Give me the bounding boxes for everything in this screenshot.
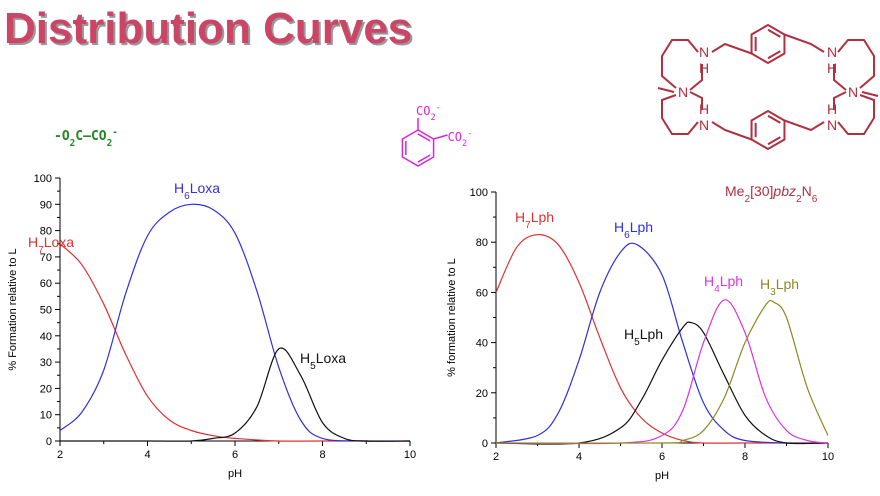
series-label-H5Lph: H5Lph <box>624 326 663 348</box>
bond <box>433 134 448 140</box>
amine-h-label: H <box>699 101 709 117</box>
amine-h-label: H <box>827 101 837 117</box>
benzene-ring <box>401 129 435 167</box>
bond <box>784 33 825 53</box>
amine-h-label: H <box>827 60 837 76</box>
carboxylate-label: CO2- <box>448 129 473 149</box>
x-tick-label: 8 <box>742 451 748 463</box>
carboxylate-label: CO2- <box>416 103 441 123</box>
double-bond <box>767 50 781 60</box>
y-tick-label: 0 <box>482 438 488 450</box>
x-tick-label: 8 <box>319 449 325 461</box>
series-label-H6Loxa: H6Loxa <box>174 180 220 202</box>
series-line-H7Loxa <box>59 243 410 442</box>
x-axis-label: pH <box>228 468 242 480</box>
chart-phthalate: 0 20 40 60 80 100 2 4 6 8 10 pH % formation relative… <box>446 187 834 482</box>
y-tick-label: 50 <box>40 305 52 317</box>
amine-n-label: N <box>699 117 709 133</box>
amine-n-label: N <box>699 44 709 60</box>
x-tick-label: 2 <box>493 451 499 463</box>
tertiary-n-label: N <box>848 84 858 100</box>
bond <box>661 94 699 135</box>
y-tick-label: 60 <box>40 278 52 290</box>
y-tick-label: 30 <box>40 357 52 369</box>
x-tick-label: 10 <box>404 449 416 461</box>
x-tick-label: 2 <box>57 449 63 461</box>
double-bond <box>767 114 781 124</box>
y-axis-label: % Formation relative to L <box>7 248 19 370</box>
x-tick-label: 10 <box>822 451 834 463</box>
series-line-H5Loxa <box>60 347 411 442</box>
series-label-H5Loxa: H5Loxa <box>300 350 346 372</box>
y-tick-label: 80 <box>40 226 52 238</box>
series-label-H3Lph: H3Lph <box>760 276 799 298</box>
amine-h-label: H <box>699 60 709 76</box>
double-bond <box>417 154 431 163</box>
bond <box>689 91 703 110</box>
series-line-H5Lph <box>495 321 829 445</box>
phthalate-structure: CO2- CO2- <box>401 103 473 167</box>
x-tick-label: 4 <box>144 449 150 461</box>
y-tick-label: 70 <box>40 252 52 264</box>
methyl-bond <box>657 87 675 93</box>
y-tick-label: 80 <box>476 237 488 249</box>
y-tick-label: 20 <box>40 383 52 395</box>
y-tick-label: 40 <box>476 338 488 350</box>
bond <box>711 42 752 55</box>
y-tick-label: 60 <box>476 287 488 299</box>
y-axis-label: % formation relative to L <box>446 258 458 377</box>
double-bond <box>417 133 431 142</box>
y-tick-label: 100 <box>34 173 52 185</box>
x-axis-label: pH <box>655 470 669 482</box>
chart-oxalate: 0 10 20 30 40 50 60 70 80 90 100 2 4 6 8 10 pH % Formatio… <box>7 173 416 480</box>
series-line-H6Lph <box>495 242 829 444</box>
amine-n-label: N <box>827 44 837 60</box>
oxalate-formula: -O2C—CO2- <box>54 127 118 149</box>
y-tick-label: 0 <box>46 436 52 448</box>
tertiary-n-label: N <box>678 84 688 100</box>
bond <box>711 121 752 141</box>
bond <box>661 39 699 89</box>
bond <box>837 94 875 135</box>
macrocycle-name: Me2[30]pbz2N6 <box>725 183 818 205</box>
series-line-H3Lph <box>495 299 829 444</box>
x-tick-label: 6 <box>232 449 238 461</box>
y-tick-label: 20 <box>476 388 488 400</box>
series-line-H4Lph <box>495 299 829 445</box>
bond <box>784 119 825 132</box>
bond <box>837 39 875 89</box>
series-line-H6Loxa <box>59 203 411 442</box>
series-label-H7Lph: H7Lph <box>515 209 554 231</box>
bond <box>833 64 847 91</box>
amine-n-label: N <box>827 117 837 133</box>
double-bond <box>767 136 781 146</box>
bond <box>689 64 703 91</box>
series-line-H7Lph <box>495 234 828 444</box>
y-tick-label: 40 <box>40 331 52 343</box>
oxalate-formula-text: -O2C—CO2- <box>54 127 118 149</box>
y-tick-label: 10 <box>40 410 52 422</box>
y-tick-label: 100 <box>470 187 488 199</box>
double-bond <box>767 28 781 38</box>
x-tick-label: 6 <box>659 451 665 463</box>
page-title: Distribution Curves <box>4 4 413 53</box>
series-label-H6Lph: H6Lph <box>614 219 653 241</box>
methyl-bond <box>861 91 879 97</box>
x-tick-label: 4 <box>576 451 582 463</box>
series-label-H7Loxa: H7Loxa <box>28 234 74 256</box>
series-label-H4Lph: H4Lph <box>704 273 743 295</box>
bond <box>833 91 847 110</box>
y-tick-label: 90 <box>40 199 52 211</box>
